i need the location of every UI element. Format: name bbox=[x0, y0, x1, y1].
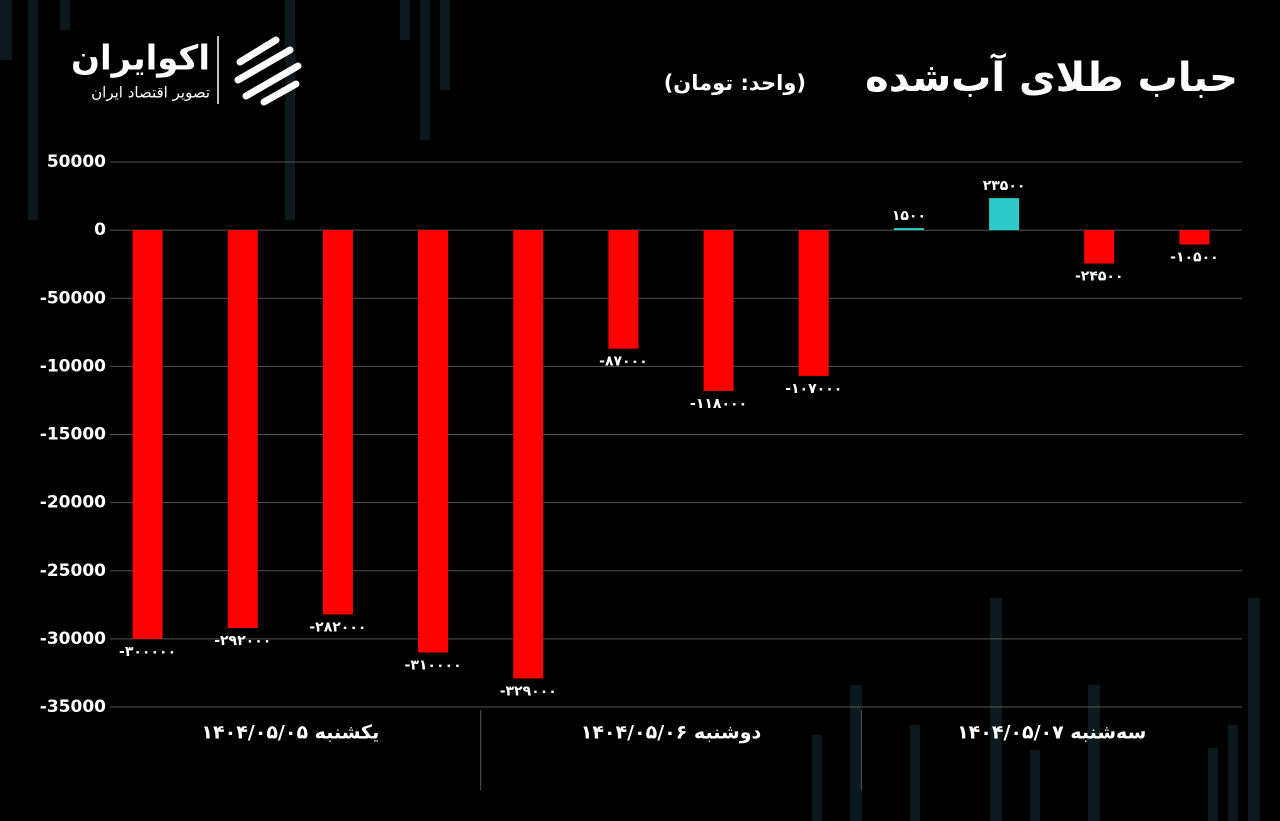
bar bbox=[893, 228, 924, 231]
logo: اکوایران تصویر اقتصاد ایران bbox=[71, 36, 302, 106]
y-tick-label: -15000 bbox=[40, 425, 106, 445]
y-tick-label: 50000 bbox=[47, 152, 106, 172]
bar bbox=[1084, 230, 1115, 264]
y-tick-label: -10000 bbox=[40, 356, 106, 376]
bar bbox=[227, 230, 258, 628]
brand-tagline: تصویر اقتصاد ایران bbox=[91, 84, 210, 102]
bar bbox=[1179, 230, 1210, 245]
brand-name: اکوایران bbox=[71, 39, 210, 79]
bar bbox=[703, 230, 734, 391]
value-label: ۲۳۵۰۰ bbox=[983, 178, 1026, 194]
bar bbox=[322, 230, 353, 615]
y-tick-label: -30000 bbox=[40, 629, 106, 649]
value-label: -۳۱۰۰۰۰ bbox=[405, 658, 462, 674]
y-tick-label: -50000 bbox=[40, 288, 106, 308]
bar bbox=[513, 230, 544, 679]
chart-subtitle: (واحد: تومان) bbox=[664, 71, 806, 95]
value-label: -۳۲۹۰۰۰ bbox=[500, 683, 557, 699]
y-tick-label: 0 bbox=[94, 220, 106, 240]
bar bbox=[989, 198, 1020, 231]
value-label: -۲۹۲۰۰۰ bbox=[214, 633, 271, 649]
value-label: ۱۵۰۰ bbox=[892, 208, 926, 224]
value-label: -۱۱۸۰۰۰ bbox=[690, 396, 747, 412]
bar bbox=[132, 230, 163, 639]
value-label: -۱۰۵۰۰ bbox=[1170, 249, 1219, 265]
value-label: -۸۷۰۰۰ bbox=[599, 354, 648, 370]
chart-title: حباب طلای آب‌شده bbox=[865, 52, 1238, 101]
group-label: دوشنبه ۱۴۰۴/۰۵/۰۶ bbox=[581, 722, 762, 744]
bar bbox=[608, 230, 639, 349]
y-tick-label: -35000 bbox=[40, 697, 106, 717]
value-label: -۳۰۰۰۰۰ bbox=[119, 644, 176, 660]
value-label: -۲۸۲۰۰۰ bbox=[309, 619, 366, 635]
group-label: یکشنبه ۱۴۰۴/۰۵/۰۵ bbox=[201, 722, 379, 744]
group-label: سه‌شنبه ۱۴۰۴/۰۵/۰۷ bbox=[957, 722, 1146, 744]
value-label: -۲۴۵۰۰ bbox=[1075, 269, 1124, 285]
y-tick-label: -20000 bbox=[40, 493, 106, 513]
bar bbox=[798, 230, 829, 376]
bar bbox=[418, 230, 449, 653]
y-tick-label: -25000 bbox=[40, 561, 106, 581]
value-label: -۱۰۷۰۰۰ bbox=[785, 381, 842, 397]
